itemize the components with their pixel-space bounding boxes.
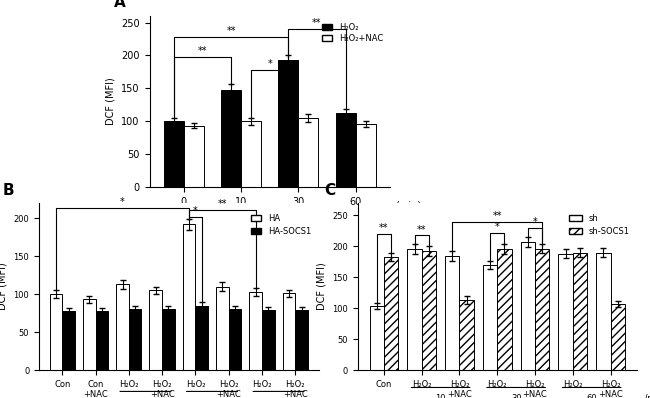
Bar [262, 310, 274, 370]
Bar [49, 294, 62, 370]
Text: 30: 30 [511, 394, 521, 398]
Bar [116, 284, 129, 370]
Bar [184, 126, 204, 187]
Text: **: ** [226, 26, 236, 36]
Bar [216, 287, 229, 370]
Bar [483, 265, 497, 370]
Text: *: * [120, 197, 125, 207]
Text: B: B [3, 183, 14, 198]
Bar [295, 310, 308, 370]
Text: **: ** [379, 223, 389, 233]
Bar [162, 309, 175, 370]
Bar [610, 304, 625, 370]
Bar [370, 306, 384, 370]
Y-axis label: DCF (MFI): DCF (MFI) [317, 263, 326, 310]
Bar [229, 309, 241, 370]
Bar [164, 121, 184, 187]
Bar [596, 252, 610, 370]
Bar [241, 121, 261, 187]
Bar [83, 299, 96, 370]
Y-axis label: DCF (MFI): DCF (MFI) [0, 263, 8, 310]
Bar [183, 224, 196, 370]
Bar [335, 113, 356, 187]
Legend: H₂O₂, H₂O₂+NAC: H₂O₂, H₂O₂+NAC [320, 20, 386, 46]
Bar [283, 293, 295, 370]
Bar [129, 309, 142, 370]
Text: **: ** [312, 18, 322, 28]
Bar [422, 251, 436, 370]
Text: *: * [495, 222, 500, 232]
Text: 10: 10 [436, 394, 446, 398]
Bar [573, 252, 587, 370]
Bar [384, 257, 398, 370]
Text: **: ** [417, 224, 426, 234]
Text: (min): (min) [395, 201, 421, 211]
Bar [150, 291, 162, 370]
Text: **: ** [493, 211, 502, 221]
Text: *: * [193, 206, 198, 216]
Text: *: * [532, 217, 538, 227]
Bar [96, 311, 108, 370]
Text: 60: 60 [586, 394, 597, 398]
Bar [356, 124, 376, 187]
Bar [445, 256, 460, 370]
Text: **: ** [198, 46, 207, 56]
Bar [558, 254, 573, 370]
Y-axis label: DCF (MFI): DCF (MFI) [105, 78, 116, 125]
Text: A: A [114, 0, 125, 10]
Bar [535, 249, 549, 370]
Bar [278, 60, 298, 187]
Text: **: ** [218, 199, 227, 209]
Bar [497, 249, 512, 370]
Text: *: * [267, 59, 272, 69]
Bar [196, 306, 208, 370]
Bar [250, 292, 262, 370]
Bar [408, 250, 422, 370]
Text: C: C [324, 183, 335, 198]
Bar [298, 118, 318, 187]
Bar [460, 300, 474, 370]
Legend: HA, HA-SOCS1: HA, HA-SOCS1 [248, 211, 315, 239]
Bar [521, 242, 535, 370]
Legend: sh, sh-SOCS1: sh, sh-SOCS1 [566, 211, 633, 239]
Bar [62, 311, 75, 370]
Text: (min): (min) [645, 394, 650, 398]
Bar [221, 90, 241, 187]
